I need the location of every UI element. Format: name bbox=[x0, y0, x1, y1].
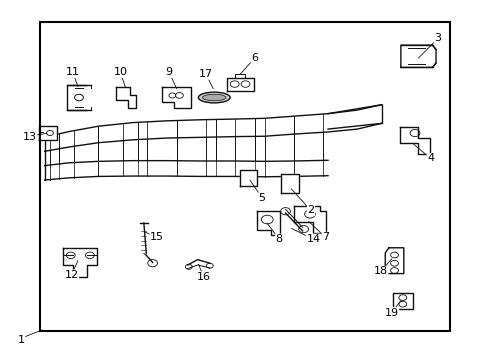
Ellipse shape bbox=[198, 92, 230, 103]
Text: 3: 3 bbox=[435, 33, 441, 43]
Text: 10: 10 bbox=[113, 67, 127, 77]
Polygon shape bbox=[294, 206, 326, 233]
Text: 6: 6 bbox=[251, 53, 258, 63]
Text: 8: 8 bbox=[276, 234, 283, 244]
Text: 7: 7 bbox=[322, 232, 329, 242]
Ellipse shape bbox=[202, 94, 226, 101]
Text: 17: 17 bbox=[199, 69, 213, 79]
Text: 1: 1 bbox=[18, 334, 25, 345]
Polygon shape bbox=[257, 211, 280, 235]
Text: 12: 12 bbox=[65, 270, 78, 280]
Polygon shape bbox=[385, 248, 404, 274]
Polygon shape bbox=[45, 160, 328, 180]
Text: 14: 14 bbox=[306, 234, 320, 244]
Polygon shape bbox=[401, 45, 436, 67]
Polygon shape bbox=[45, 105, 382, 151]
Polygon shape bbox=[241, 170, 257, 186]
Text: 16: 16 bbox=[196, 272, 211, 282]
Text: 15: 15 bbox=[150, 232, 164, 242]
Text: 18: 18 bbox=[374, 266, 388, 276]
Text: 11: 11 bbox=[66, 67, 80, 77]
Polygon shape bbox=[162, 87, 191, 108]
Polygon shape bbox=[281, 174, 299, 193]
Polygon shape bbox=[63, 248, 98, 277]
Text: 2: 2 bbox=[307, 206, 315, 216]
Bar bbox=[40, 22, 450, 330]
Text: 19: 19 bbox=[385, 308, 399, 318]
Text: 13: 13 bbox=[23, 132, 37, 142]
Text: 4: 4 bbox=[427, 153, 434, 163]
Polygon shape bbox=[393, 293, 413, 309]
Polygon shape bbox=[39, 126, 57, 140]
Polygon shape bbox=[400, 127, 430, 154]
Polygon shape bbox=[117, 87, 136, 108]
Text: 9: 9 bbox=[166, 67, 173, 77]
Text: 5: 5 bbox=[259, 193, 266, 203]
Polygon shape bbox=[227, 78, 253, 90]
